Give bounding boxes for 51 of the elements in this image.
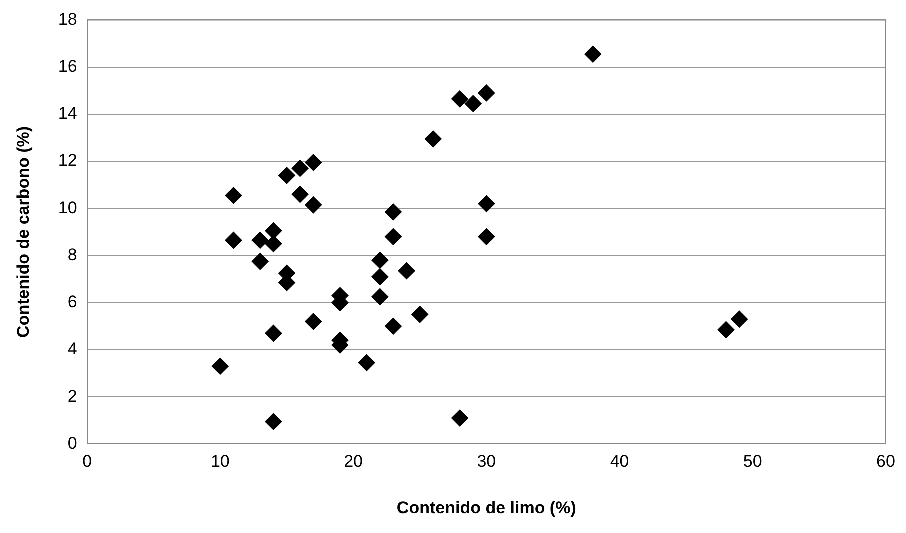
y-tick-label: 12 — [58, 151, 78, 170]
point — [398, 262, 416, 280]
point — [265, 413, 282, 430]
x-tick-label: 0 — [82, 452, 92, 472]
point — [252, 232, 269, 249]
y-tick-label: 10 — [58, 198, 78, 218]
point — [372, 252, 389, 269]
point — [478, 228, 496, 246]
point — [372, 288, 389, 306]
point — [464, 95, 482, 112]
point — [478, 195, 496, 212]
x-tick-label: 30 — [477, 452, 496, 472]
y-tick-label: 18 — [58, 10, 78, 29]
y-tick-label: 14 — [58, 104, 78, 124]
y-tick-label: 2 — [68, 386, 78, 406]
y-tick-label: 6 — [68, 292, 78, 312]
point — [225, 187, 242, 204]
x-tick-label: 60 — [876, 452, 896, 472]
y-tick-label: 8 — [68, 245, 78, 264]
point — [225, 232, 242, 249]
point — [718, 321, 735, 338]
point — [452, 410, 469, 427]
point — [384, 318, 402, 335]
x-axis-title: Contenido de limo (%) — [396, 498, 576, 518]
point — [265, 324, 282, 342]
point — [252, 253, 269, 270]
point — [478, 84, 496, 102]
x-tick-label: 20 — [344, 452, 363, 472]
point — [292, 160, 309, 178]
point — [212, 358, 229, 375]
point — [305, 196, 322, 214]
point — [424, 130, 442, 148]
point — [305, 313, 322, 330]
x-tick-label: 10 — [210, 452, 230, 472]
point — [292, 186, 309, 204]
point — [584, 46, 602, 63]
point — [731, 310, 748, 328]
y-axis-title: Contenido de carbono (%) — [14, 126, 33, 338]
x-tick-label: 50 — [743, 452, 762, 472]
point — [384, 204, 402, 221]
point — [358, 354, 376, 372]
y-tick-label: 4 — [68, 340, 78, 359]
point — [372, 268, 389, 286]
point — [384, 228, 402, 246]
point — [278, 167, 296, 184]
y-tick-label: 0 — [68, 434, 78, 453]
point — [305, 154, 322, 172]
point — [412, 306, 429, 324]
point — [452, 90, 469, 108]
y-tick-label: 16 — [58, 57, 78, 76]
x-tick-label: 40 — [610, 452, 630, 472]
